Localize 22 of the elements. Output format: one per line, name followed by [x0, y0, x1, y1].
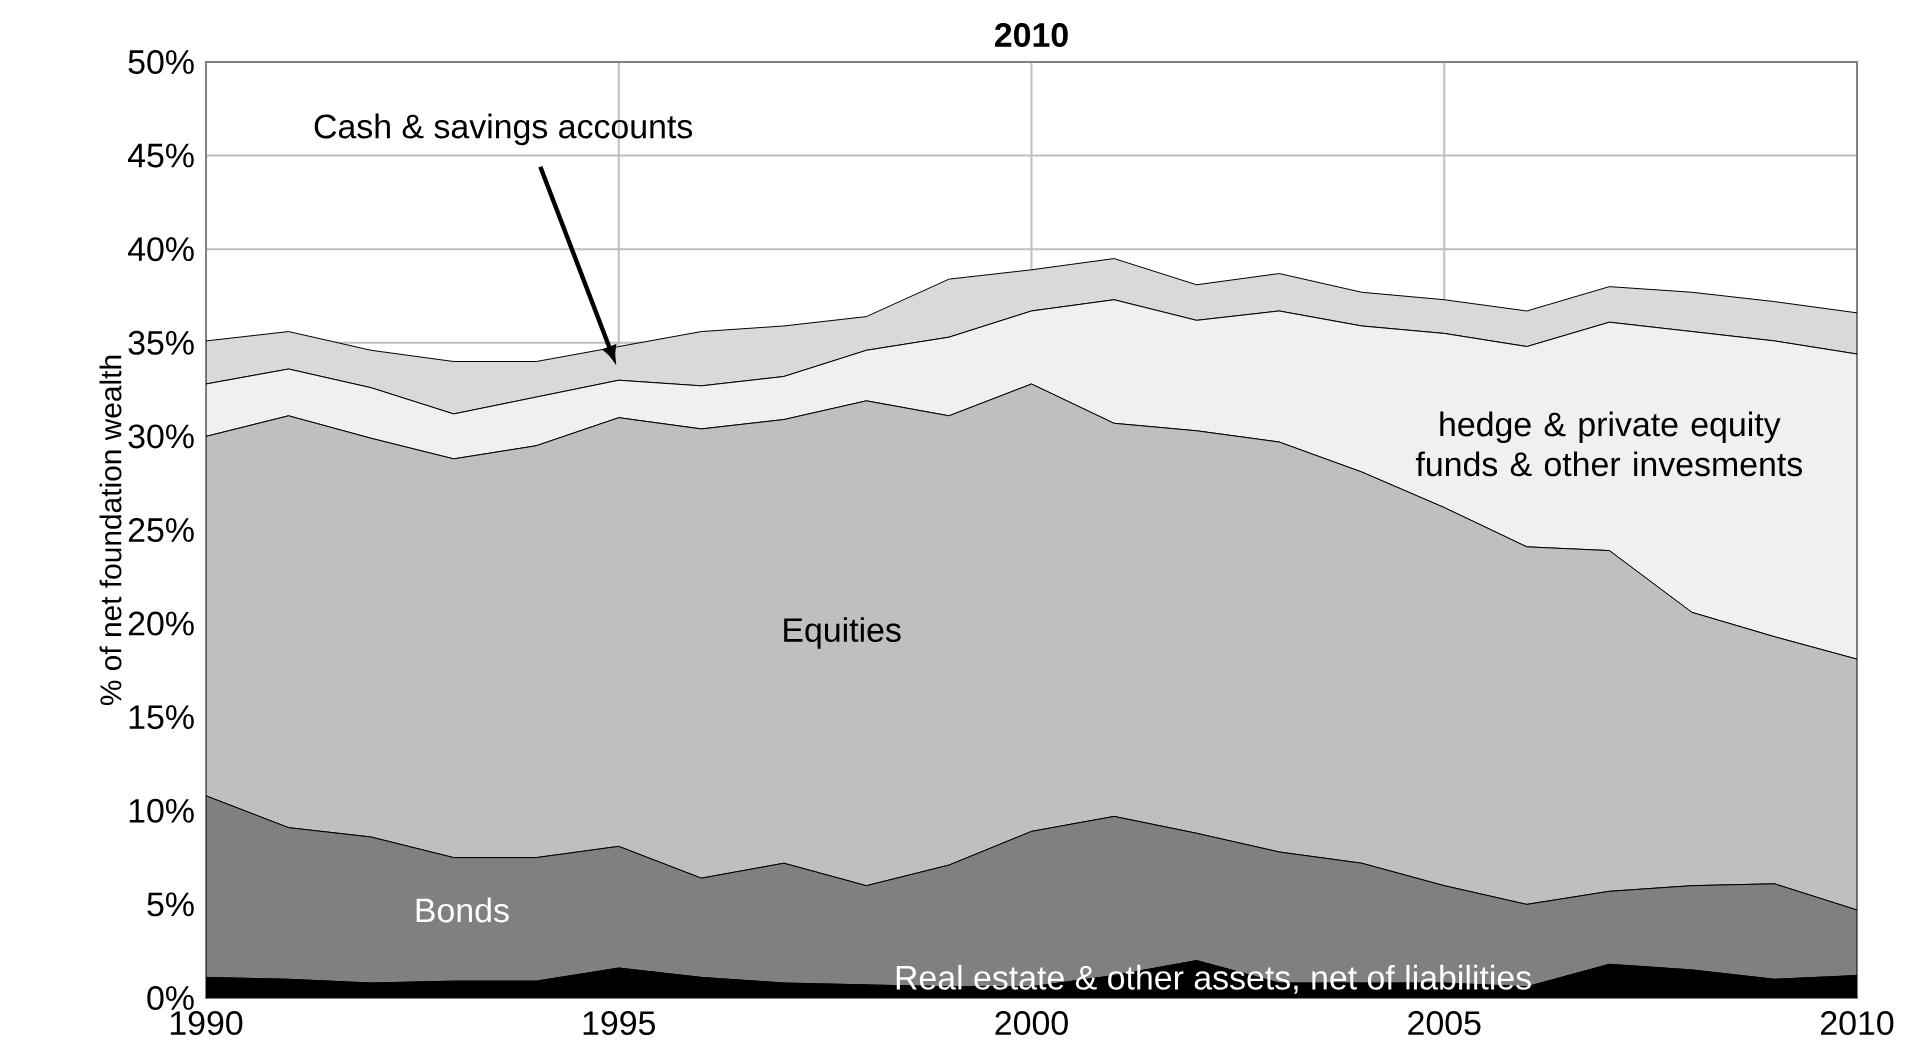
y-tick-label: 40% [127, 237, 194, 262]
y-tick-label: 35% [128, 330, 194, 355]
y-tick-label: 25% [128, 518, 194, 542]
x-tick-label: 2010 [1821, 1011, 1894, 1036]
x-tick-label: 2000 [995, 1011, 1068, 1036]
y-tick-label: 0% [147, 986, 194, 1010]
y-tick-label: 20% [128, 611, 194, 636]
chart-title: 2010 [995, 23, 1068, 48]
y-tick-label: 30% [128, 424, 194, 449]
y-tick-label: 10% [129, 798, 194, 823]
x-tick-label: 1990 [170, 1011, 243, 1036]
y-tick-label: 50% [128, 50, 194, 74]
y-tick-label: 15% [129, 705, 194, 730]
series-label: Bonds [416, 897, 509, 923]
x-tick-label: 2005 [1408, 1011, 1481, 1036]
x-tick-label: 1995 [583, 1011, 655, 1036]
y-axis-title: % of net foundation wealth [99, 355, 122, 706]
y-tick-label: 45% [127, 143, 194, 168]
y-tick-label: 5% [147, 892, 194, 917]
series-label: hedge & private equity funds & other invesments [1415, 411, 1802, 477]
text: Cash & savings accounts [314, 113, 693, 146]
series-label: Equities [784, 617, 901, 649]
